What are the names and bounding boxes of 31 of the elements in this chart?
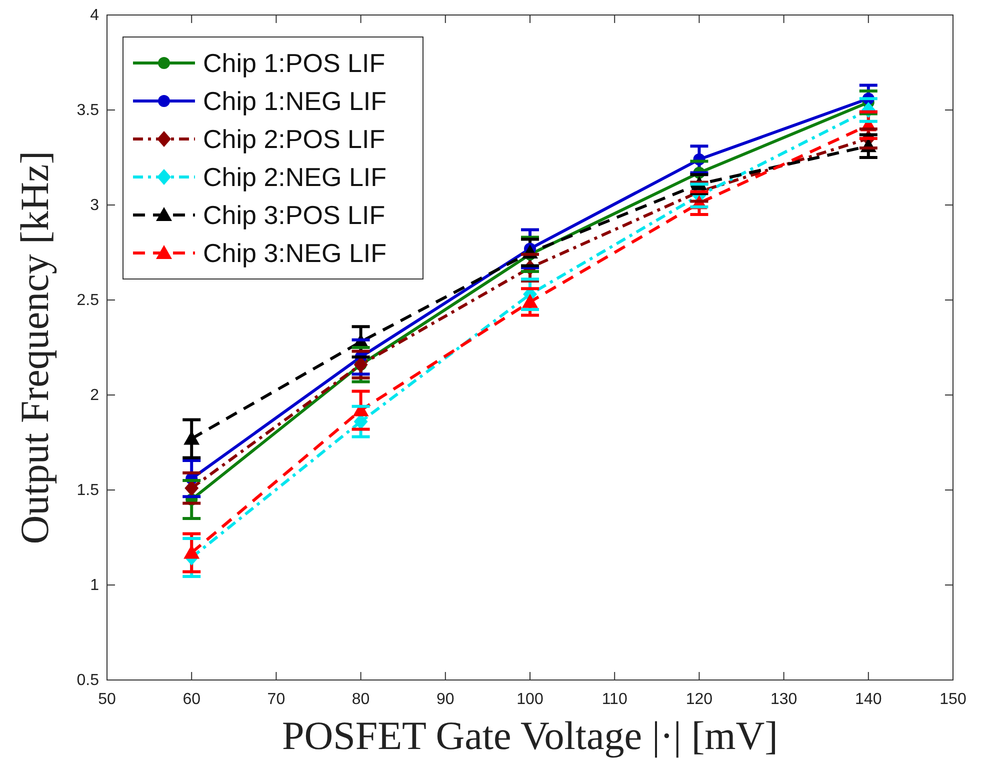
y-tick-label: 0.5 [76, 672, 100, 689]
legend-label: Chip 2:NEG LIF [203, 162, 387, 192]
y-tick-label: 2.5 [76, 292, 100, 309]
x-tick-label: 120 [686, 691, 713, 708]
point [184, 544, 200, 559]
legend-label: Chip 2:POS LIF [203, 124, 386, 154]
legend-label: Chip 3:POS LIF [203, 200, 386, 230]
y-tick-label: 1 [90, 577, 100, 594]
x-tick-label: 130 [770, 691, 798, 708]
y-tick-label: 3 [90, 197, 100, 214]
y-tick-label: 3.5 [76, 102, 100, 119]
x-tick-label: 150 [940, 691, 966, 708]
point [522, 294, 538, 308]
y-tick-label: 1.5 [76, 482, 100, 499]
y-tick-label: 2 [90, 387, 100, 404]
x-axis-title: POSFET Gate Voltage |·| [mV] [282, 713, 778, 758]
legend-label: Chip 3:NEG LIF [203, 238, 387, 268]
x-tick-label: 50 [98, 691, 116, 708]
x-tick-label: 60 [182, 691, 201, 708]
x-tick-label: 70 [267, 691, 286, 708]
x-tick-label: 100 [516, 691, 544, 708]
x-tick-label: 110 [602, 691, 628, 708]
point [184, 430, 200, 445]
x-tick-label: 80 [352, 691, 370, 708]
legend-label: Chip 1:POS LIF [203, 48, 386, 78]
point [184, 480, 199, 496]
x-tick-label: 140 [855, 691, 882, 708]
y-tick-label: 4 [90, 7, 100, 24]
x-tick-label: 90 [436, 691, 454, 708]
legend-label: Chip 1:NEG LIF [203, 86, 387, 116]
y-axis-title: Output Frequency [kHz] [12, 150, 57, 544]
